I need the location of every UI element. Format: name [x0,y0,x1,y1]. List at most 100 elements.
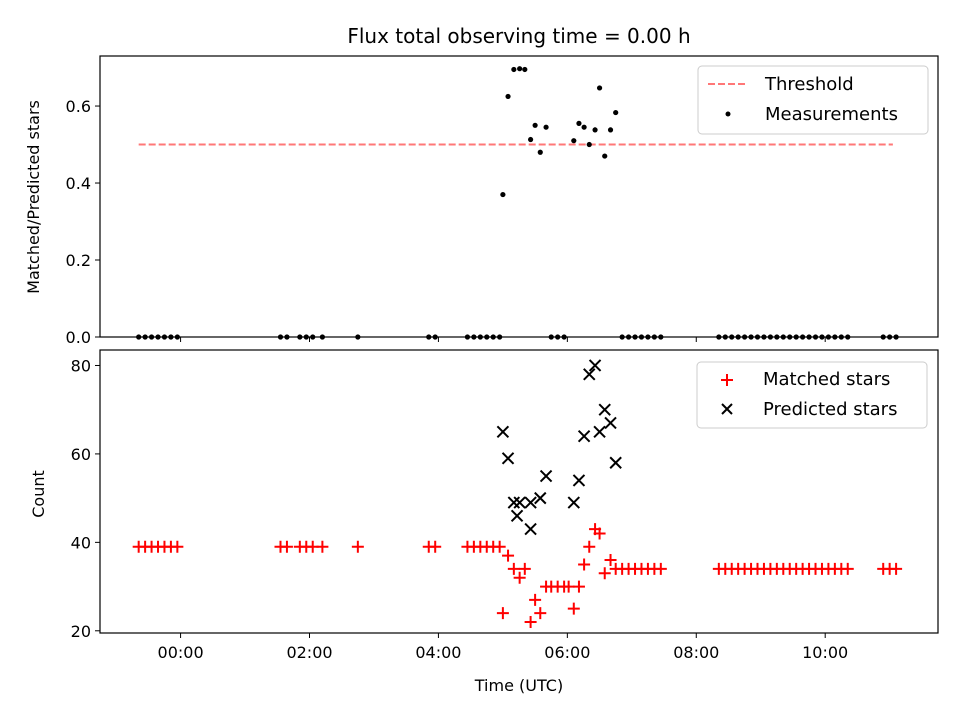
predicted-star-point [583,368,596,381]
matched-star-point [534,607,547,620]
legend-matched-swatch [721,374,733,386]
bottom-axes-frame [99,349,939,634]
matched-star-point [316,540,329,553]
predicted-star-point [572,474,586,487]
bottom-x-axis-label: Time (UTC) [474,676,563,695]
matched-star-point [567,602,580,615]
measurement-point [511,66,517,73]
predicted-star-point [577,430,591,443]
predicted-star-point [501,452,515,465]
bottom-legend-box [696,361,928,429]
top-panel: 0.0 0.2 0.4 0.6 Matched/Predicted stars Thr… [24,55,939,347]
top-y-tick-label: 0.6 [66,97,91,116]
bottom-legend: Matched stars Predicted stars [696,361,928,429]
bottom-x-tick-label: 02:00 [286,643,332,662]
top-legend-box [697,65,929,135]
matched-star-point [507,562,520,575]
matched-star-point [583,540,596,553]
matched-star-point [502,549,515,562]
bottom-x-tick-label: 10:00 [802,643,848,662]
measurement-point [592,127,598,133]
matched-star-point [493,540,506,553]
predicted-star-point [609,456,622,469]
predicted-star-point [588,359,602,372]
matched-star-point [593,527,606,540]
measurement-point [602,153,608,159]
top-axes-frame [99,55,939,338]
bottom-x-tick-label: 06:00 [544,643,590,662]
top-y-tick-label: 0.0 [66,328,91,347]
bottom-y-axis-label: Count [29,470,48,518]
measurement-point [543,124,549,130]
matched-star-point [654,562,667,575]
matched-star-point [529,593,542,606]
matched-star-point [572,580,585,593]
top-y-tick-label: 0.2 [66,251,91,270]
legend-threshold-label: Threshold [764,74,854,95]
top-y-axis-label: Matched/Predicted stars [24,100,43,294]
measurement-point [522,66,528,73]
matched-star-point [598,567,611,580]
measurement-point [500,191,506,198]
predicted-star-point [593,425,606,439]
matched-star-point [524,615,537,628]
predicted-star-point [598,403,611,416]
matched-star-point [496,607,509,620]
legend-measurements-swatch [725,111,731,117]
bottom-x-tick-label: 08:00 [673,643,719,662]
legend-matched-label: Matched stars [763,369,890,390]
matched-star-point [429,540,442,553]
predicted-star-point [496,425,510,439]
legend-measurements-label: Measurements [765,104,898,125]
legend-predicted-label: Predicted stars [763,399,897,420]
matched-star-point [513,571,526,584]
measurement-point [505,93,511,100]
top-y-tick-label: 0.4 [66,174,91,193]
measurement-point [571,138,577,144]
measurement-point [537,149,543,155]
top-y-axis: 0.0 0.2 0.4 0.6 [66,97,100,347]
top-x-axis [180,337,826,342]
matched-star-point [578,558,591,571]
matched-star-point [562,580,575,593]
measurement-point [532,122,538,128]
bottom-x-tick-label: 00:00 [158,643,204,662]
measurement-point [581,124,587,130]
predicted-star-point [567,496,580,509]
matched-star-point [604,554,617,567]
predicted-star-point [604,416,617,430]
matched-star-point [171,540,184,553]
top-plot-area [136,66,899,340]
measurement-point [528,136,534,143]
measurement-point [613,109,619,116]
bottom-y-tick-label: 20 [71,622,91,641]
measurement-point [596,85,603,91]
bottom-y-tick-label: 40 [71,533,91,552]
predicted-star-point [507,496,521,509]
matched-star-point [351,540,364,553]
bottom-x-axis: 00:00 02:00 04:00 06:00 08:00 10:00 [158,633,848,662]
predicted-star-point [534,491,547,505]
chart-title: Flux total observing time = 0.00 h [347,24,690,48]
predicted-star-point [524,522,537,536]
matched-star-point [841,562,854,575]
top-legend: Threshold Measurements [697,65,929,135]
bottom-x-tick-label: 04:00 [415,643,461,662]
measurement-point [607,127,614,133]
predicted-star-point [539,469,553,483]
bottom-y-axis: 20 40 60 80 [71,356,100,641]
bottom-plot-area [132,359,903,628]
predicted-star-point [513,496,526,509]
predicted-star-point [524,496,537,509]
bottom-y-tick-label: 80 [71,356,91,375]
matched-star-point [518,562,531,575]
legend-predicted-swatch [721,403,733,415]
measurement-point [586,141,592,148]
measurement-point [576,120,582,126]
matched-star-point [280,540,293,553]
bottom-y-tick-label: 60 [71,445,91,464]
matched-star-point [890,562,903,575]
measurement-point [517,66,523,72]
